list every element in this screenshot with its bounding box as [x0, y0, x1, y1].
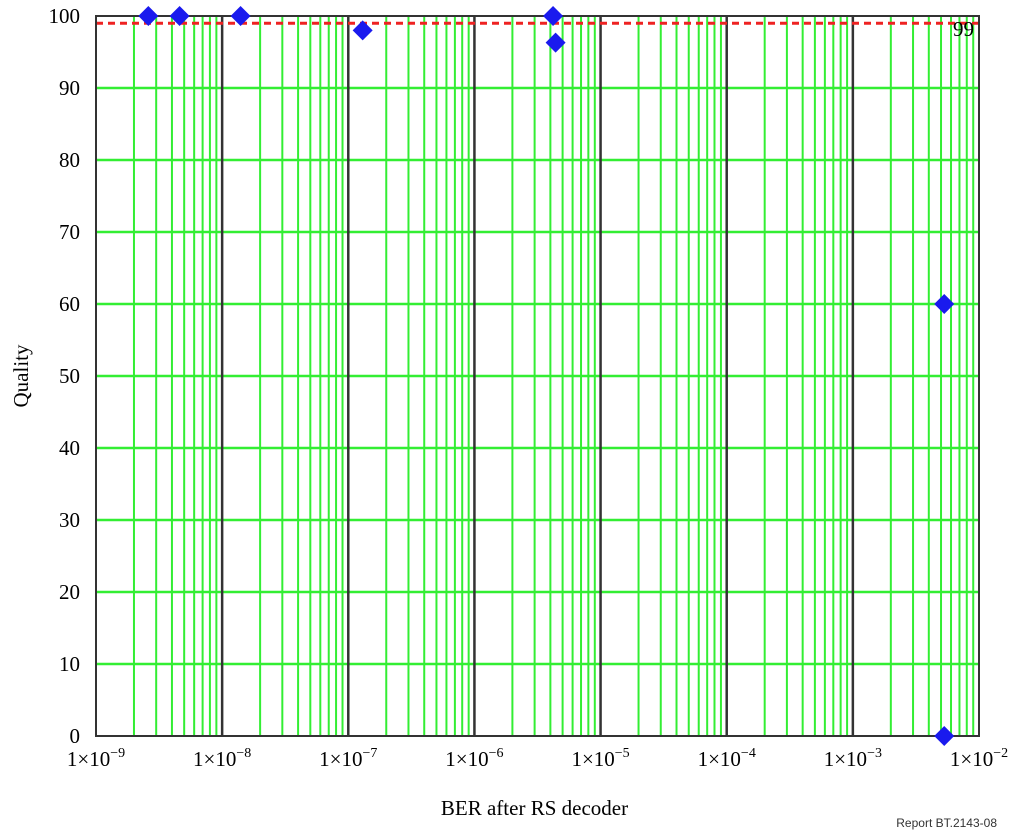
- plot-frame: [95, 15, 980, 737]
- y-tick-label: 60: [59, 292, 80, 316]
- y-tick-label: 30: [59, 508, 80, 532]
- x-tick-label: 1×10−6: [445, 746, 503, 771]
- x-tick-label: 1×10−9: [67, 746, 125, 771]
- y-tick-label: 80: [59, 148, 80, 172]
- data-point: [352, 20, 373, 41]
- x-tick-label: 1×10−2: [950, 746, 1008, 771]
- x-tick-label: 1×10−3: [824, 746, 882, 771]
- data-point: [543, 6, 564, 26]
- y-tick-labels: 0 10 20 30 40 50 60 70 80 90 100: [49, 4, 81, 748]
- y-tick-label: 90: [59, 76, 80, 100]
- data-points: [138, 6, 955, 746]
- data-point: [138, 6, 159, 26]
- data-point: [545, 32, 566, 53]
- x-axis-title: BER after RS decoder: [441, 796, 628, 820]
- x-tick-label: 1×10−5: [571, 746, 629, 771]
- x-tick-label: 1×10−8: [193, 746, 251, 771]
- x-tick-label: 1×10−7: [319, 746, 377, 771]
- reference-line-label: 99: [953, 17, 974, 41]
- data-point: [934, 294, 955, 314]
- y-tick-label: 50: [59, 364, 80, 388]
- x-tick-labels: 1×10−9 1×10−8 1×10−7 1×10−6 1×10−5 1×10−4 1×10…: [67, 746, 1008, 771]
- y-tick-label: 40: [59, 436, 80, 460]
- y-tick-label: 10: [59, 652, 80, 676]
- y-tick-label: 100: [49, 4, 81, 28]
- figure-reference: Report BT.2143-08: [896, 816, 997, 830]
- y-tick-label: 70: [59, 220, 80, 244]
- data-point: [230, 6, 251, 26]
- y-tick-label: 0: [70, 724, 81, 748]
- data-point: [934, 726, 955, 746]
- x-tick-label: 1×10−4: [698, 746, 756, 771]
- y-tick-label: 20: [59, 580, 80, 604]
- data-point: [169, 6, 190, 26]
- y-axis-title: Quality: [9, 344, 33, 407]
- grid: [96, 16, 979, 736]
